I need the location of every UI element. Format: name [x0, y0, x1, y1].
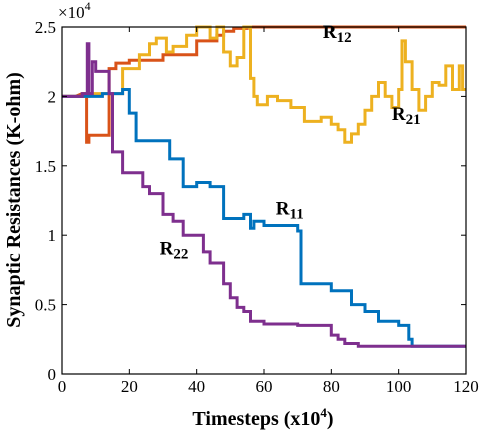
series-label-r12: R12 [323, 22, 352, 46]
x-tick-label: 0 [58, 377, 67, 396]
x-tick-label: 100 [386, 377, 412, 396]
y-tick-label: 1 [48, 226, 57, 245]
x-tick-label: 40 [188, 377, 205, 396]
x-tick-label: 80 [323, 377, 340, 396]
series-line-r22 [62, 42, 466, 348]
series-line-r21 [62, 25, 466, 144]
x-tick-label: 60 [256, 377, 273, 396]
x-axis-title: Timesteps (x104) [192, 405, 333, 430]
series-label-r22: R22 [160, 239, 189, 263]
series-labels: R12 R21 R11 R22 [160, 22, 421, 263]
series-line-r12 [62, 25, 466, 144]
y-tick-label: 0 [48, 365, 57, 384]
x-tick-label: 120 [453, 377, 479, 396]
series-layer [62, 25, 466, 348]
y-axis-multiplier: ×104 [58, 0, 91, 22]
series-label-r21: R21 [392, 104, 421, 128]
series-label-r11: R11 [276, 198, 304, 222]
y-tick-label: 2.5 [35, 18, 56, 37]
x-tick-label: 20 [121, 377, 138, 396]
y-axis-title: Synaptic Resistances (K-ohm) [3, 72, 25, 328]
y-tick-label: 0.5 [35, 296, 56, 315]
series-line-r11 [62, 88, 466, 348]
y-tick-label: 2 [48, 87, 57, 106]
axis-ticks: 0 20 40 60 80 100 120 0 0.5 1 1.5 2 2.5 [35, 18, 479, 396]
y-tick-label: 1.5 [35, 157, 56, 176]
